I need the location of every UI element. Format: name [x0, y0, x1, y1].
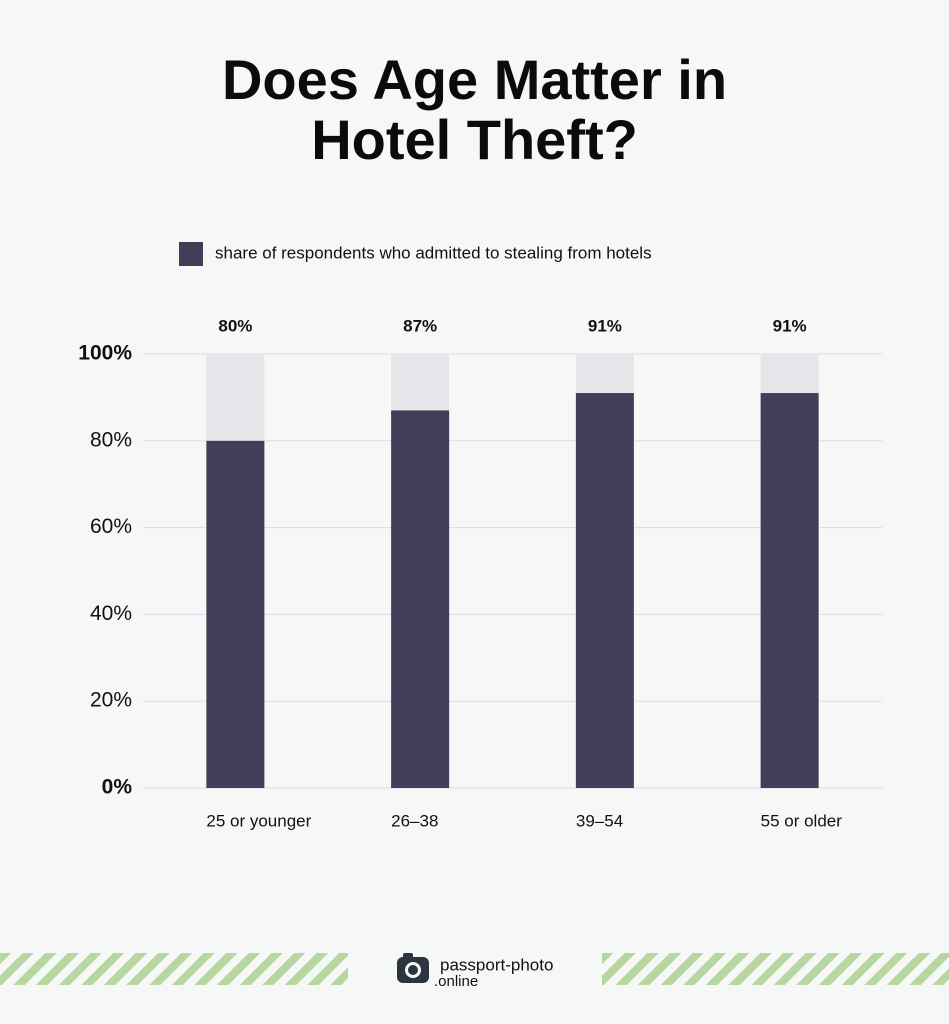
stripe-right [602, 953, 949, 985]
y-tick-label: 60% [90, 515, 132, 538]
value-label: 80% [218, 316, 252, 335]
x-tick-label: 55 or older [761, 811, 843, 830]
brand-top: passport-photo [440, 955, 553, 974]
y-tick-label: 40% [90, 602, 132, 625]
bar [760, 393, 819, 788]
x-tick-label: 26–38 [391, 811, 438, 830]
brand-bottom: .online [434, 973, 478, 990]
bar [206, 440, 265, 788]
value-label: 91% [773, 316, 807, 335]
legend-swatch [179, 242, 203, 266]
y-tick-label: 100% [78, 342, 132, 365]
y-tick-label: 20% [90, 689, 132, 712]
value-label: 87% [403, 316, 437, 335]
value-label: 91% [588, 316, 622, 335]
bar [575, 393, 634, 788]
chart-title: Does Age Matter in Hotel Theft? [221, 48, 728, 171]
logo-icon [397, 953, 429, 983]
x-tick-label: 25 or younger [206, 811, 311, 830]
bar [391, 410, 450, 788]
legend-label: share of respondents who admitted to ste… [215, 243, 652, 262]
y-tick-label: 80% [90, 428, 132, 451]
title-block: Does Age Matter in Hotel Theft? [0, 50, 949, 170]
y-tick-label: 0% [102, 776, 133, 799]
x-tick-label: 39–54 [576, 811, 623, 830]
stripe-left [0, 953, 348, 985]
